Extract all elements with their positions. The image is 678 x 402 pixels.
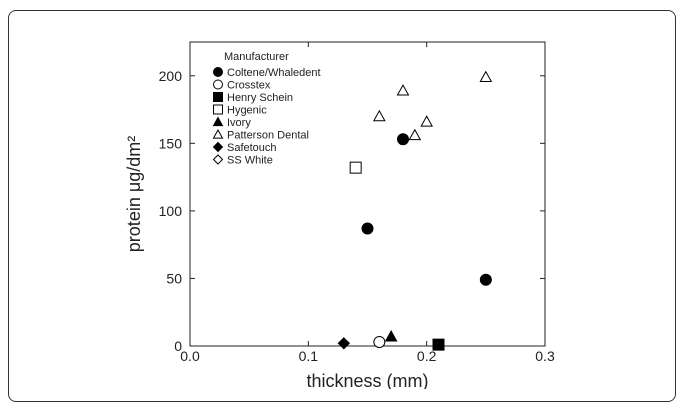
x-axis-label: thickness (mm): [306, 371, 428, 389]
legend-marker: [213, 92, 223, 102]
legend-marker: [213, 79, 223, 90]
data-point: [397, 133, 409, 146]
legend-entry-label: SS White: [227, 155, 273, 167]
x-tick-label: 0.0: [180, 348, 200, 364]
legend-marker: [212, 141, 224, 153]
chart-axes: [189, 41, 546, 347]
data-point: [361, 222, 374, 235]
y-tick-label: 200: [159, 68, 183, 84]
legend-entry-label: Patterson Dental: [227, 130, 309, 142]
y-tick-label: 100: [159, 203, 183, 219]
data-point: [384, 330, 398, 342]
x-tick-label: 0.3: [535, 348, 555, 364]
legend-marker: [212, 128, 224, 139]
legend-marker: [213, 67, 223, 77]
y-axis-label: protein μg/dm²: [124, 136, 144, 252]
data-point: [372, 109, 386, 122]
data-point: [408, 128, 422, 141]
y-tick-label: 150: [159, 135, 183, 151]
legend-entry-label: Ivory: [227, 117, 251, 129]
chart-points: [337, 70, 493, 351]
plot-frame: [189, 41, 546, 347]
y-tick-label: 0: [174, 338, 182, 354]
figure-frame: [8, 10, 676, 402]
legend-entry-label: Crosstex: [227, 80, 271, 92]
legend-marker: [213, 104, 223, 115]
data-point: [396, 84, 410, 96]
legend-entry-label: Safetouch: [227, 142, 277, 154]
data-point: [337, 337, 351, 350]
data-point: [479, 70, 493, 83]
scatter-chart: 0.0 0.1 0.2 0.3 0 50 100 150 200 Manufacturer Col…: [124, 41, 555, 389]
legend-title: Manufacturer: [224, 51, 289, 63]
legend-marker: [212, 154, 224, 165]
data-point: [373, 335, 386, 348]
legend-entry-label: Hygenic: [227, 105, 267, 117]
data-point: [432, 338, 445, 351]
data-point: [349, 161, 362, 174]
chart-ticks: 0.0 0.1 0.2 0.3 0 50 100 150 200: [159, 42, 555, 364]
legend-entry-label: Coltene/Whaledent: [227, 67, 321, 79]
legend-entry-label: Henry Schein: [227, 92, 293, 104]
chart-legend: Manufacturer Coltene/WhaledentCrosstexHen…: [212, 51, 321, 167]
y-tick-label: 50: [166, 270, 182, 286]
legend-marker: [212, 116, 224, 127]
x-tick-label: 0.1: [299, 348, 319, 364]
data-point: [420, 115, 434, 127]
data-point: [479, 273, 492, 286]
x-tick-label: 0.2: [417, 348, 437, 364]
